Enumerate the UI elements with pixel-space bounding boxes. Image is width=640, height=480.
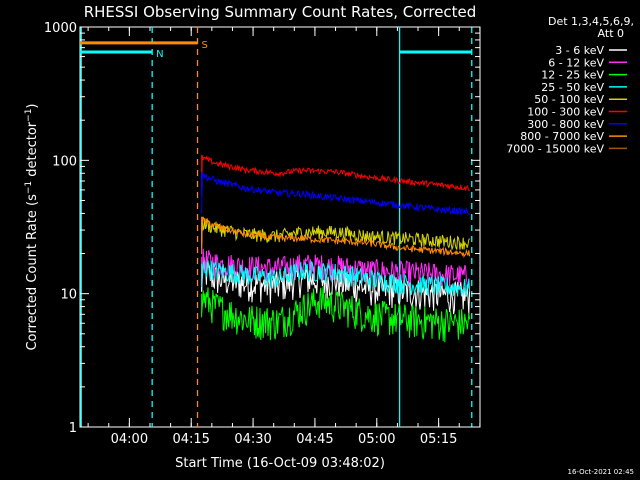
x-tick-label: 04:45 [296,432,333,447]
legend-label: 12 - 25 keV [541,69,604,82]
legend-label: 7000 - 15000 keV [506,142,604,155]
series-line [201,216,471,259]
x-tick-label: 04:00 [111,432,148,447]
plot-area: N S 1 10 100 1000 04:00 04:15 04:30 04:45 05:00 0… [44,21,481,447]
x-axis-label: Start Time (16-Oct-09 03:48:02) [175,456,385,471]
x-tick-label: 04:15 [172,432,209,447]
x-tick-label: 05:15 [420,432,457,447]
series-line [201,155,470,192]
flag-label: N [156,49,163,60]
flag-label: S [202,40,208,51]
y-tick-label: 100 [52,154,77,169]
legend-label: 3 - 6 keV [555,44,604,57]
chart-title: RHESSI Observing Summary Count Rates, Co… [84,3,477,21]
x-tick-label: 04:30 [234,432,271,447]
legend-label: 50 - 100 keV [534,93,604,106]
detectors-label: Det 1,3,4,5,6,9, [548,15,634,28]
series-line [201,286,471,343]
series-line [201,218,471,251]
series-line [201,257,471,315]
series-line [201,172,470,216]
y-axis-label: Corrected Count Rate (s−1 detector−1) [24,103,40,350]
footer-timestamp: 16-Oct-2021 02:45 [568,468,634,476]
legend-label: 300 - 800 keV [527,118,604,131]
y-tick-label: 10 [60,288,77,303]
legend-label: 6 - 12 keV [548,56,604,69]
legend-label: 25 - 50 keV [541,81,604,94]
plot-frame [79,26,481,428]
y-tick-label: 1000 [44,21,77,36]
legend-label: 100 - 300 keV [527,106,604,119]
y-tick-label: 1 [69,421,77,436]
series-line [201,260,471,297]
attenuator-label: Att 0 [598,27,624,40]
x-tick-label: 05:00 [358,432,395,447]
legend-label: 800 - 7000 keV [520,130,604,143]
